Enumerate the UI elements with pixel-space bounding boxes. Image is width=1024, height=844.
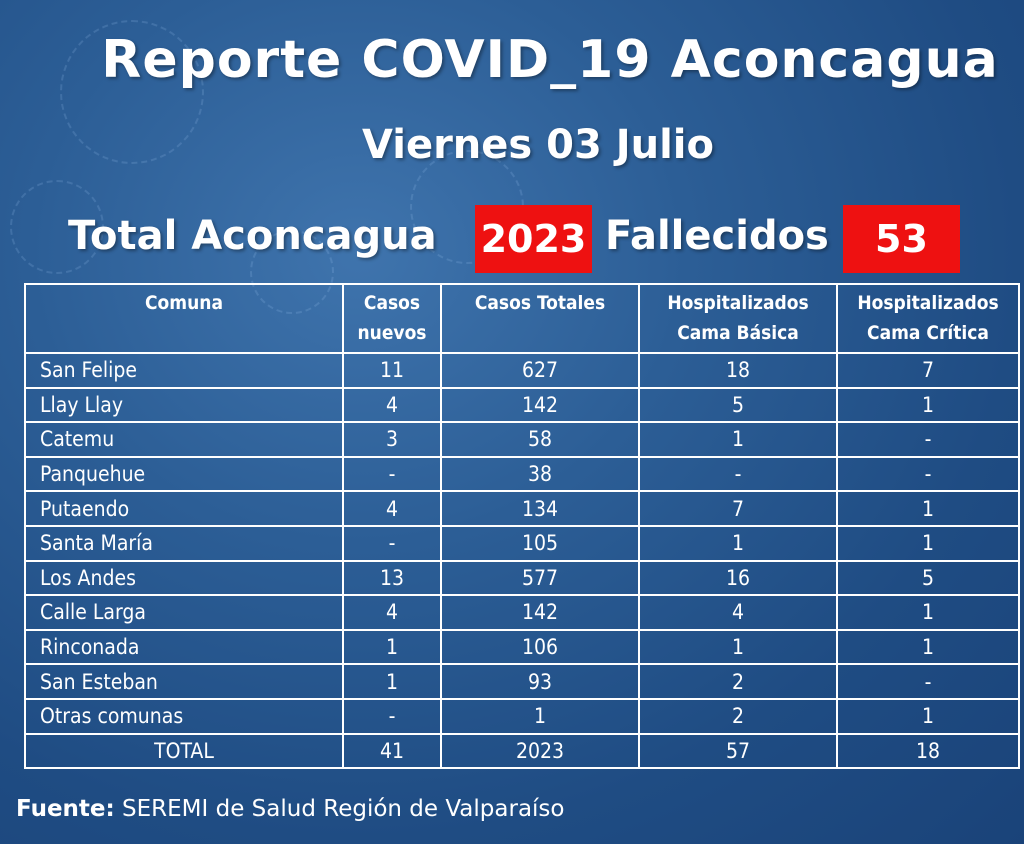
- header-casos-totales: Casos Totales: [440, 283, 640, 354]
- cell-comuna: San Felipe: [24, 352, 344, 389]
- cell-critica: -: [836, 455, 1020, 493]
- cell-nuevos: 1: [342, 663, 442, 700]
- cell-basica: 18: [638, 352, 838, 389]
- table-row: San Felipe 11 627 18 7: [24, 352, 1020, 389]
- total-value-badge: 2023: [475, 205, 592, 273]
- cell-totales: 38: [440, 455, 640, 493]
- cell-comuna: Catemu: [24, 421, 344, 458]
- cell-total-basica: 57: [638, 732, 838, 770]
- cell-comuna: San Esteban: [24, 663, 344, 700]
- cell-comuna: Panquehue: [24, 455, 344, 493]
- cell-critica: 1: [836, 386, 1020, 424]
- cell-nuevos: 4: [342, 386, 442, 424]
- table-row: Llay Llay 4 142 5 1: [24, 386, 1020, 424]
- cell-critica: -: [836, 663, 1020, 700]
- cell-basica: 5: [638, 386, 838, 424]
- cell-critica: -: [836, 421, 1020, 458]
- total-label: Total Aconcagua: [68, 213, 437, 259]
- cell-comuna: Rinconada: [24, 628, 344, 666]
- cell-basica: 7: [638, 490, 838, 527]
- cell-totales: 106: [440, 628, 640, 666]
- cell-totales: 93: [440, 663, 640, 700]
- summary-bar: Total Aconcagua 2023 Fallecidos 53: [0, 205, 1024, 273]
- cell-nuevos: 3: [342, 421, 442, 458]
- cell-comuna: Llay Llay: [24, 386, 344, 424]
- header-casos-nuevos: Casos nuevos: [342, 283, 442, 354]
- cell-totales: 1: [440, 697, 640, 735]
- virus-decoration: [10, 180, 104, 274]
- header-hosp-critica: Hospitalizados Cama Crítica: [836, 283, 1020, 354]
- cell-nuevos: 13: [342, 559, 442, 597]
- cell-total-label: TOTAL: [24, 732, 344, 770]
- source-text: SEREMI de Salud Región de Valparaíso: [122, 796, 565, 822]
- report-title: Reporte COVID_19 Aconcagua: [101, 30, 999, 90]
- cell-basica: 4: [638, 594, 838, 631]
- cell-critica: 1: [836, 697, 1020, 735]
- cell-basica: 2: [638, 663, 838, 700]
- cell-totales: 142: [440, 386, 640, 424]
- cell-totales: 58: [440, 421, 640, 458]
- deaths-value-badge: 53: [843, 205, 960, 273]
- cell-total-nuevos: 41: [342, 732, 442, 770]
- cell-comuna: Otras comunas: [24, 697, 344, 735]
- table-row: Putaendo 4 134 7 1: [24, 490, 1020, 527]
- cell-comuna: Los Andes: [24, 559, 344, 597]
- table-row: San Esteban 1 93 2 -: [24, 663, 1020, 700]
- table-total-row: TOTAL 41 2023 57 18: [24, 732, 1020, 770]
- table-row: Calle Larga 4 142 4 1: [24, 594, 1020, 631]
- cell-totales: 627: [440, 352, 640, 389]
- cell-totales: 142: [440, 594, 640, 631]
- header-hosp-basica: Hospitalizados Cama Básica: [638, 283, 838, 354]
- cell-basica: 2: [638, 697, 838, 735]
- cell-nuevos: 1: [342, 628, 442, 666]
- table-row: Santa María - 105 1 1: [24, 524, 1020, 562]
- table-row: Los Andes 13 577 16 5: [24, 559, 1020, 597]
- cell-basica: 1: [638, 628, 838, 666]
- cell-critica: 7: [836, 352, 1020, 389]
- cell-critica: 1: [836, 628, 1020, 666]
- cell-basica: -: [638, 455, 838, 493]
- table-row: Catemu 3 58 1 -: [24, 421, 1020, 458]
- cases-table: Comuna Casos nuevos Casos Totales Hospita…: [24, 283, 1020, 770]
- cell-total-critica: 18: [836, 732, 1020, 770]
- table-row: Rinconada 1 106 1 1: [24, 628, 1020, 666]
- cell-basica: 1: [638, 421, 838, 458]
- cell-critica: 1: [836, 594, 1020, 631]
- cell-totales: 105: [440, 524, 640, 562]
- report-date: Viernes 03 Julio: [361, 122, 714, 168]
- cell-nuevos: 4: [342, 490, 442, 527]
- cell-basica: 1: [638, 524, 838, 562]
- cell-totales: 577: [440, 559, 640, 597]
- cell-comuna: Putaendo: [24, 490, 344, 527]
- cell-nuevos: 11: [342, 352, 442, 389]
- deaths-label: Fallecidos: [605, 213, 829, 259]
- cell-nuevos: -: [342, 697, 442, 735]
- source-credit: Fuente: SEREMI de Salud Región de Valpar…: [16, 796, 564, 822]
- cell-critica: 5: [836, 559, 1020, 597]
- cell-totales: 134: [440, 490, 640, 527]
- cell-basica: 16: [638, 559, 838, 597]
- source-label: Fuente:: [16, 796, 115, 822]
- header-comuna: Comuna: [24, 283, 344, 354]
- table-row: Otras comunas - 1 2 1: [24, 697, 1020, 735]
- virus-decoration: [60, 20, 204, 164]
- cell-comuna: Santa María: [24, 524, 344, 562]
- cell-nuevos: -: [342, 455, 442, 493]
- cell-comuna: Calle Larga: [24, 594, 344, 631]
- cell-critica: 1: [836, 490, 1020, 527]
- table-header-row: Comuna Casos nuevos Casos Totales Hospita…: [24, 283, 1020, 354]
- cell-total-totales: 2023: [440, 732, 640, 770]
- table-row: Panquehue - 38 - -: [24, 455, 1020, 493]
- cell-nuevos: -: [342, 524, 442, 562]
- cell-critica: 1: [836, 524, 1020, 562]
- cell-nuevos: 4: [342, 594, 442, 631]
